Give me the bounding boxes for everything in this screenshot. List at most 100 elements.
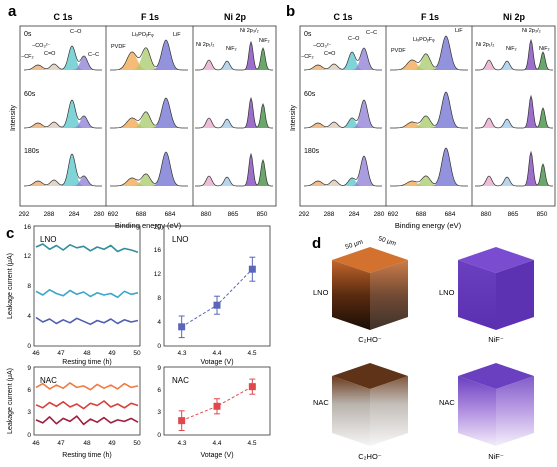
leak-ytick-0: 0 — [27, 343, 31, 350]
xps-peak-ni2p32 — [475, 40, 553, 70]
xps-row-0s-a: 0s — [24, 31, 32, 38]
volt-ytick-8: 8 — [157, 295, 161, 302]
volt-tick-4.5-b: 4.5 — [247, 440, 256, 447]
xps-envelope-c1s — [304, 99, 382, 129]
lno-volt-point-3 — [248, 265, 256, 273]
time-tick-47: 47 — [57, 350, 65, 357]
xps-tick-292-b: 292 — [299, 211, 310, 218]
xps-panel-b: C 1s F 1s Ni 2p Intensity 0s 60s 180s −C… — [290, 12, 556, 230]
tof-row-nac-2: NAC — [439, 398, 455, 407]
xps-row-180s-b: 180s — [304, 148, 320, 155]
xps-ann-ni2p12: Ni 2p₁/₂ — [196, 42, 214, 48]
xps-peak-pvdf — [390, 122, 468, 128]
panel-label-b: b — [286, 3, 295, 20]
xps-xlabel-b: Binding energy (eV) — [395, 221, 462, 230]
time-xlabel-bottom: Resting time (h) — [62, 452, 111, 459]
xps-peak-pvdf — [110, 118, 188, 128]
tof-row-nac-1: NAC — [313, 398, 329, 407]
leak-ytick-4: 4 — [27, 313, 31, 320]
xps-tick-688: 688 — [136, 211, 147, 218]
xps-spectra-a — [24, 39, 273, 187]
voltage-xlabel-top: Votage (V) — [200, 359, 233, 366]
xps-peak-ni2p32 — [475, 152, 553, 186]
xps-ann-nif2-a2: NiF₂ — [259, 38, 270, 44]
xps-peak-ni2p32 — [195, 98, 273, 128]
xps-tick-865-b: 865 — [508, 211, 519, 218]
lno-volt-point-1 — [178, 323, 186, 331]
nac-volt-point-3 — [248, 383, 256, 391]
xps-peak-pvdf — [390, 60, 468, 70]
leak-ytick-0-b: 0 — [27, 432, 31, 439]
lno-leak-series-3 — [35, 316, 139, 326]
leak-yticks-top: 0 4 8 12 16 — [24, 224, 32, 350]
xps-envelope-c1s — [24, 99, 102, 129]
xps-tick-284-b: 284 — [349, 211, 360, 218]
xps-peak-lif — [390, 148, 468, 186]
leak-lno-label: LNO — [40, 235, 56, 244]
leak-ytick-3-b: 3 — [27, 409, 31, 416]
xps-row-0s-b: 0s — [304, 31, 312, 38]
xps-peak-c-c — [304, 100, 382, 128]
xps-tick-280: 280 — [94, 211, 105, 218]
xps-ann-lif-b: LiF — [455, 28, 463, 34]
xps-peak-pvdf — [110, 52, 188, 70]
xps-tick-684-b: 684 — [445, 211, 456, 218]
xps-tick-865: 865 — [228, 211, 239, 218]
xps-peak-cf2 — [304, 123, 382, 128]
xps-peak-nif2-b — [195, 104, 273, 128]
xps-peak-cf2 — [24, 65, 102, 70]
xps-ann-ni2p32-b: Ni 2p₃/₂ — [522, 28, 541, 34]
volt-tick-4.5: 4.5 — [247, 350, 256, 357]
xps-title-ni2p-a: Ni 2p — [224, 12, 247, 22]
tof-dim-label-1: 50 μm — [344, 239, 363, 251]
time-tick-48: 48 — [83, 350, 91, 357]
xps-envelope-c1s — [304, 155, 382, 187]
time-tick-49-b: 49 — [108, 440, 116, 447]
volt-tick-4.4-b: 4.4 — [212, 440, 221, 447]
xps-ann-lif: LiF — [173, 32, 181, 38]
cube-lno-c2ho — [332, 247, 408, 330]
xps-tick-850: 850 — [257, 211, 268, 218]
xps-envelope-c1s — [24, 45, 102, 71]
xps-tick-850-b: 850 — [537, 211, 548, 218]
xps-ticks-a: 292 288 284 280 692 688 684 880 865 850 — [19, 211, 268, 218]
xps-envelope-f1s — [110, 39, 188, 71]
voltage-xlabel-bottom: Votage (V) — [200, 452, 233, 459]
xps-peak-c-c — [24, 176, 102, 186]
nac-leak-series-3 — [35, 415, 139, 426]
xps-tick-280-b: 280 — [374, 211, 385, 218]
nac-leak-series-2 — [35, 400, 139, 410]
xps-peak-lipof — [390, 54, 468, 70]
xps-ann-cf2-b: −CF₂ — [301, 54, 314, 60]
xps-envelope-f1s — [110, 151, 188, 187]
lno-leak-series-1 — [35, 243, 139, 254]
xps-peak-nif2-b — [475, 52, 553, 70]
leak-ytick-12: 12 — [24, 253, 32, 260]
tof-species-nif-bottom: NiF⁻ — [488, 452, 504, 461]
time-tick-46-b: 46 — [32, 440, 40, 447]
time-ticks-bottom: 46 47 48 49 50 — [32, 440, 141, 447]
tof-species-c2ho-top: C₂HO⁻ — [358, 335, 382, 344]
cube-nac-nif — [458, 363, 534, 446]
nac-leak-series-1 — [35, 382, 139, 391]
xps-ann-pvdf: PVDF — [111, 44, 126, 50]
xps-ann-c-dbl-o: C=O — [44, 51, 56, 57]
leak-ytick-9-b: 9 — [27, 365, 31, 372]
volt-tick-4.3-b: 4.3 — [177, 440, 186, 447]
xps-ann-ni2p32: Ni 2p₃/₂ — [240, 28, 259, 34]
xps-ann-pvdf-b: PVDF — [391, 48, 406, 54]
volt-lno-label: LNO — [172, 235, 188, 244]
xps-peak-cf2 — [24, 123, 102, 128]
xps-peak-lipof — [390, 116, 468, 128]
time-tick-48-b: 48 — [83, 440, 91, 447]
tof-row-lno-2: LNO — [439, 288, 455, 297]
leak-ytick-16: 16 — [24, 224, 32, 231]
xps-xlabel-a: Binding energy (eV) — [115, 221, 182, 230]
volt-ytick-20: 20 — [154, 224, 162, 231]
xps-title-c1s-b: C 1s — [333, 12, 352, 22]
volt-ytick-9-b: 9 — [157, 365, 161, 372]
xps-ann-cf2: −CF₂ — [21, 54, 34, 60]
volt-ytick-4: 4 — [157, 319, 161, 326]
volt-ticks-bottom: 4.3 4.4 4.5 — [177, 440, 256, 447]
